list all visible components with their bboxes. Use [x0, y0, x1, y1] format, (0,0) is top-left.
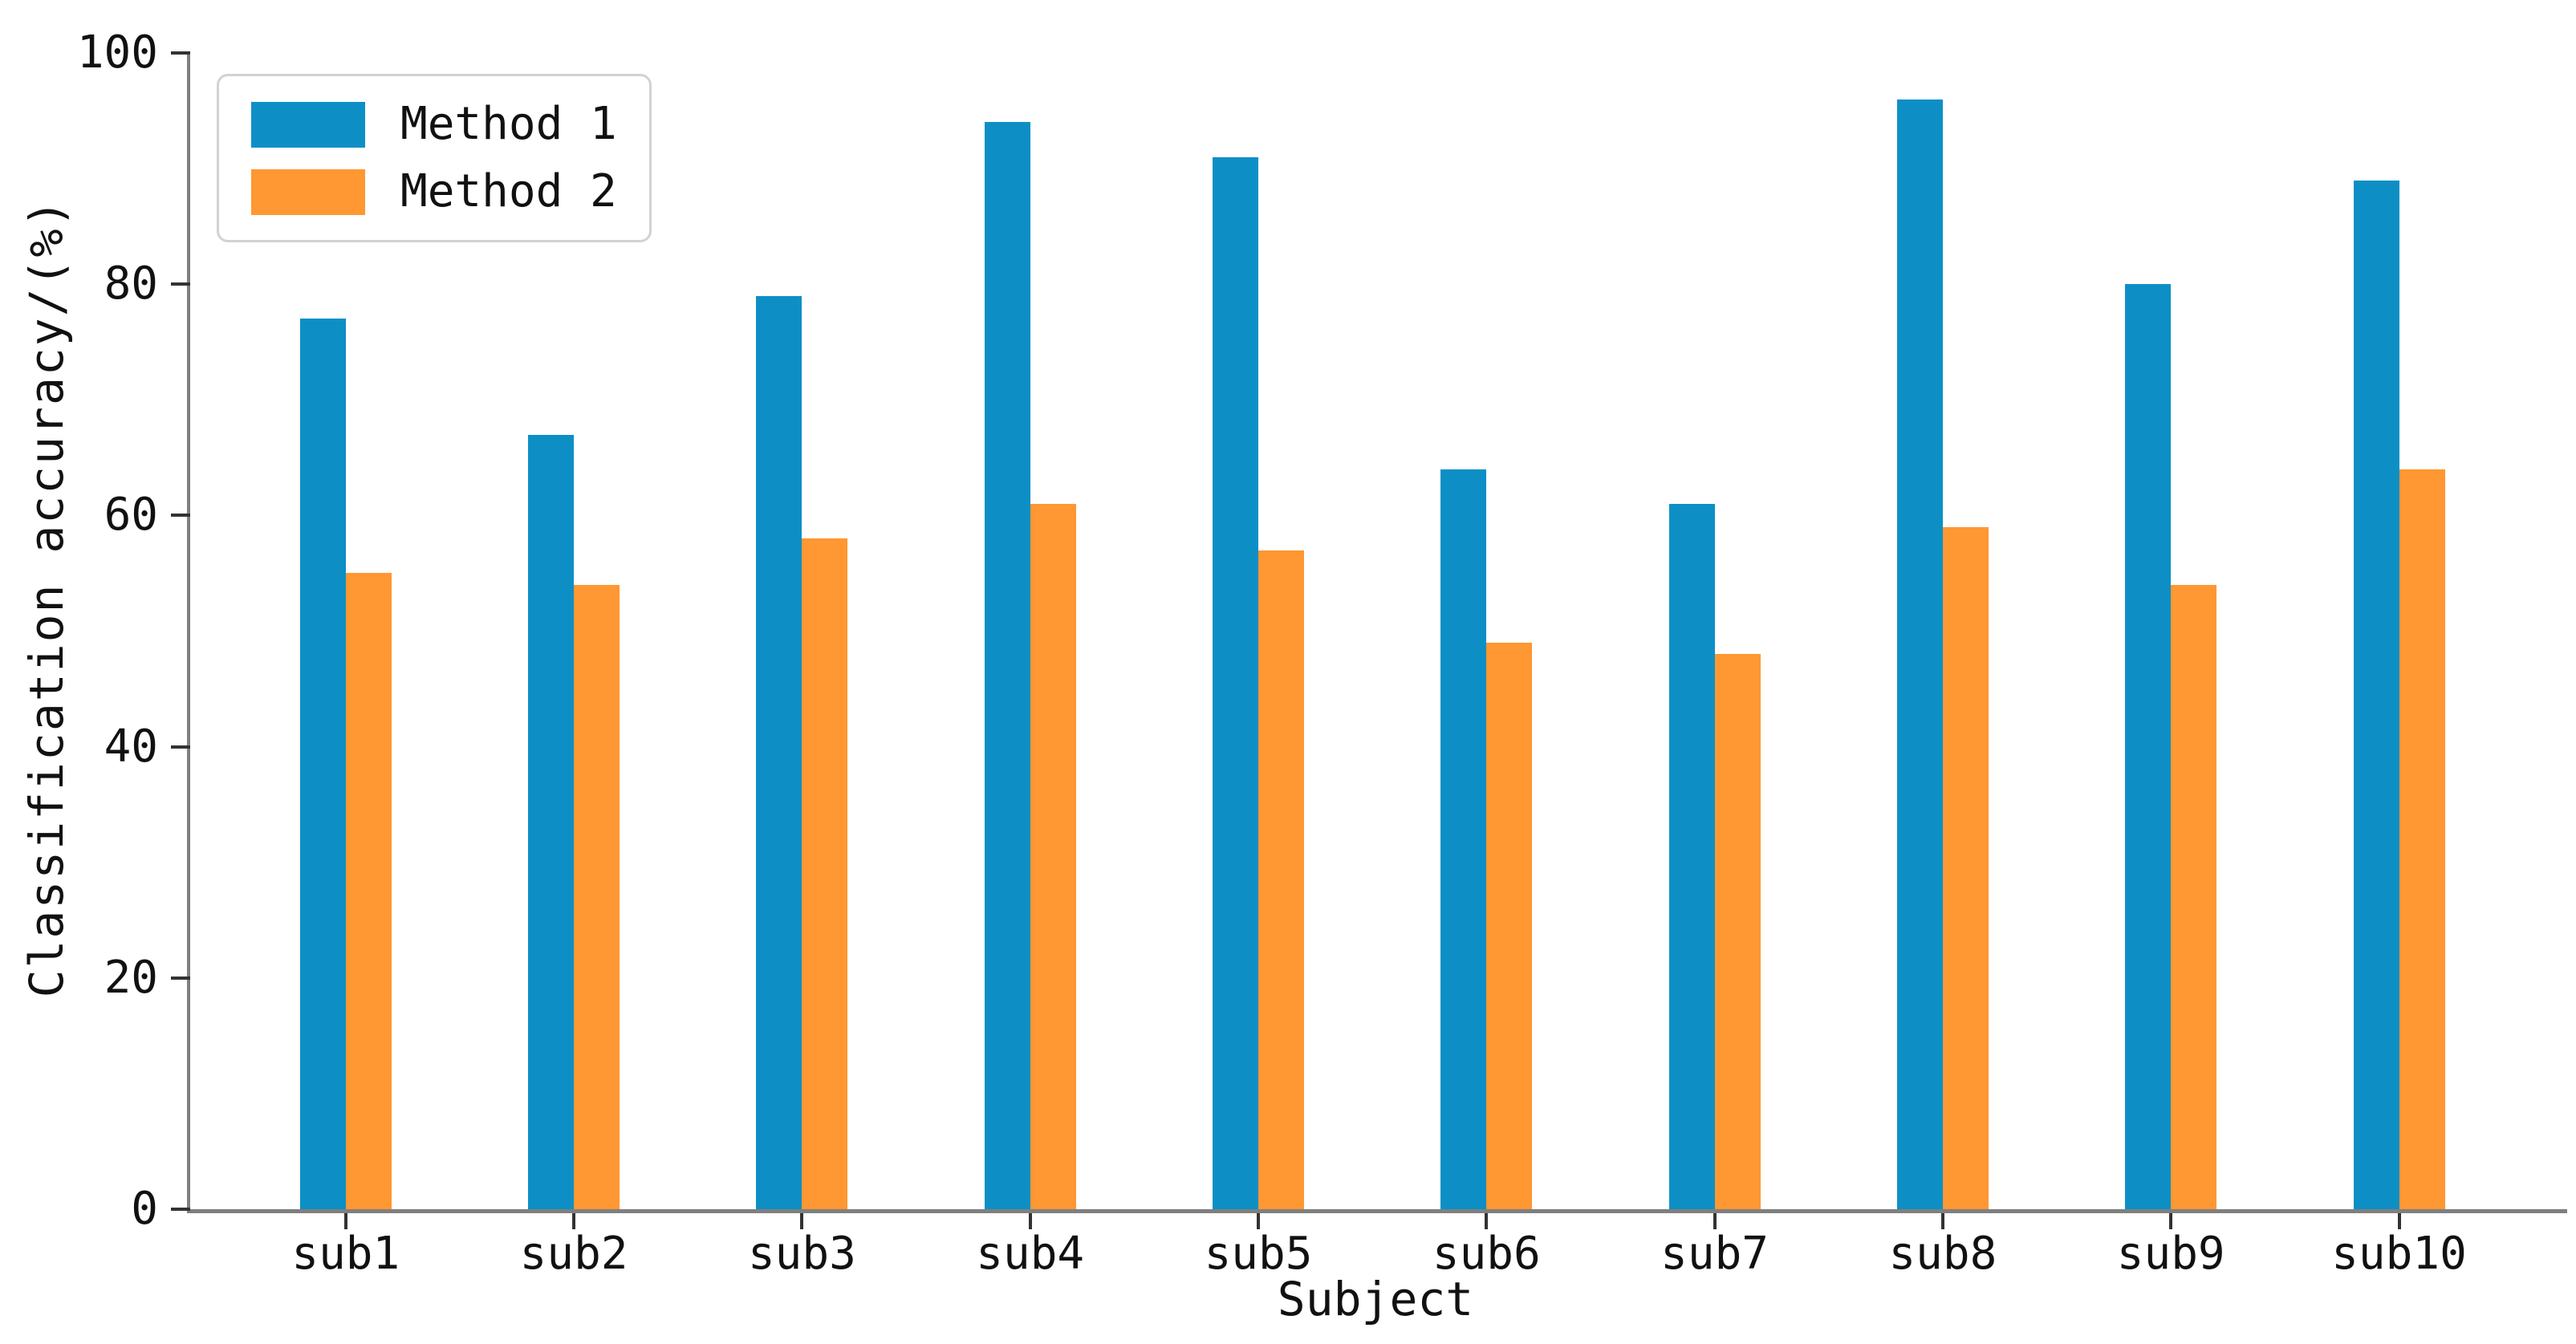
x-axis-tick-label-sub6: sub6 — [1432, 1228, 1541, 1280]
bar-method-2-sub5 — [1258, 550, 1304, 1209]
legend-item-method-1: Method 1 — [251, 100, 617, 148]
x-axis-tick-sub4 — [1028, 1213, 1032, 1229]
plot-area: 0 20 40 60 80 100 sub1 sub2 sub3 sub4 sub5 sub6 sub7… — [77, 30, 2567, 1277]
bar-method-1-sub3 — [756, 295, 802, 1209]
x-axis-tick-sub1 — [343, 1213, 347, 1229]
y-axis-tick-0 — [171, 1208, 190, 1211]
y-axis-tick-80 — [171, 282, 190, 286]
x-axis-tick-label-sub1: sub1 — [291, 1228, 400, 1280]
x-axis-tick-label-sub10: sub10 — [2331, 1228, 2467, 1280]
bar-method-1-sub4 — [984, 122, 1030, 1209]
x-axis-tick-sub5 — [1257, 1213, 1260, 1229]
bar-method-2-sub2 — [574, 584, 620, 1209]
x-axis-tick-sub7 — [1713, 1213, 1717, 1229]
y-axis-title: Classification accuracy/(%) — [19, 197, 74, 998]
y-axis-tick-40 — [171, 745, 190, 749]
x-axis-tick-sub9 — [2169, 1213, 2173, 1229]
x-axis-tick-label-sub4: sub4 — [976, 1228, 1085, 1280]
x-axis-tick-label-sub2: sub2 — [519, 1228, 628, 1280]
x-axis-tick-label-sub8: sub8 — [1888, 1228, 1997, 1280]
bar-method-2-sub6 — [1486, 642, 1533, 1209]
bar-method-2-sub7 — [1714, 654, 1761, 1209]
y-axis-tick-label-60: 60 — [104, 489, 158, 542]
y-axis-tick-100 — [171, 51, 190, 55]
x-axis-tick-label-sub9: sub9 — [2116, 1228, 2225, 1280]
x-axis-tick-label-sub3: sub3 — [747, 1228, 856, 1280]
x-axis-tick-sub6 — [1485, 1213, 1489, 1229]
x-axis-tick-label-sub7: sub7 — [1660, 1228, 1769, 1280]
x-axis-tick-sub3 — [800, 1213, 804, 1229]
y-axis-tick-60 — [171, 514, 190, 518]
legend-label-method-2: Method 2 — [400, 165, 617, 217]
bar-method-1-sub2 — [528, 434, 575, 1209]
legend-item-method-2: Method 2 — [251, 168, 617, 216]
y-axis-tick-label-20: 20 — [104, 951, 158, 1004]
bar-method-1-sub5 — [1213, 156, 1258, 1209]
x-axis-tick-sub10 — [2397, 1213, 2401, 1229]
bar-method-2-sub9 — [2171, 584, 2217, 1209]
bar-method-1-sub6 — [1440, 469, 1487, 1209]
bar-method-1-sub9 — [2125, 284, 2172, 1209]
x-axis-tick-label-sub5: sub5 — [1204, 1228, 1313, 1280]
x-axis-tick-sub2 — [572, 1213, 576, 1229]
legend: Method 1 Method 2 — [217, 74, 652, 242]
bar-method-1-sub1 — [299, 319, 346, 1209]
y-axis-tick-label-0: 0 — [131, 1183, 158, 1235]
bar-method-1-sub7 — [1668, 504, 1715, 1209]
x-axis-tick-sub8 — [1940, 1213, 1944, 1229]
bar-method-1-sub8 — [1896, 99, 1943, 1209]
bar-method-2-sub4 — [1030, 504, 1076, 1209]
legend-label-method-1: Method 1 — [400, 98, 617, 150]
legend-swatch-method-2 — [251, 169, 365, 215]
bar-method-1-sub10 — [2353, 180, 2399, 1209]
bar-method-2-sub1 — [345, 573, 392, 1209]
legend-swatch-method-1 — [251, 101, 365, 148]
x-axis-title: Subject — [1277, 1272, 1474, 1326]
y-axis-tick-label-100: 100 — [76, 26, 158, 79]
bar-method-2-sub8 — [1942, 526, 1989, 1209]
y-axis-tick-label-40: 40 — [104, 720, 158, 773]
bar-method-2-sub10 — [2399, 469, 2445, 1209]
y-axis-tick-label-80: 80 — [104, 258, 158, 311]
y-axis-tick-20 — [171, 976, 190, 980]
bar-method-2-sub3 — [802, 538, 848, 1209]
